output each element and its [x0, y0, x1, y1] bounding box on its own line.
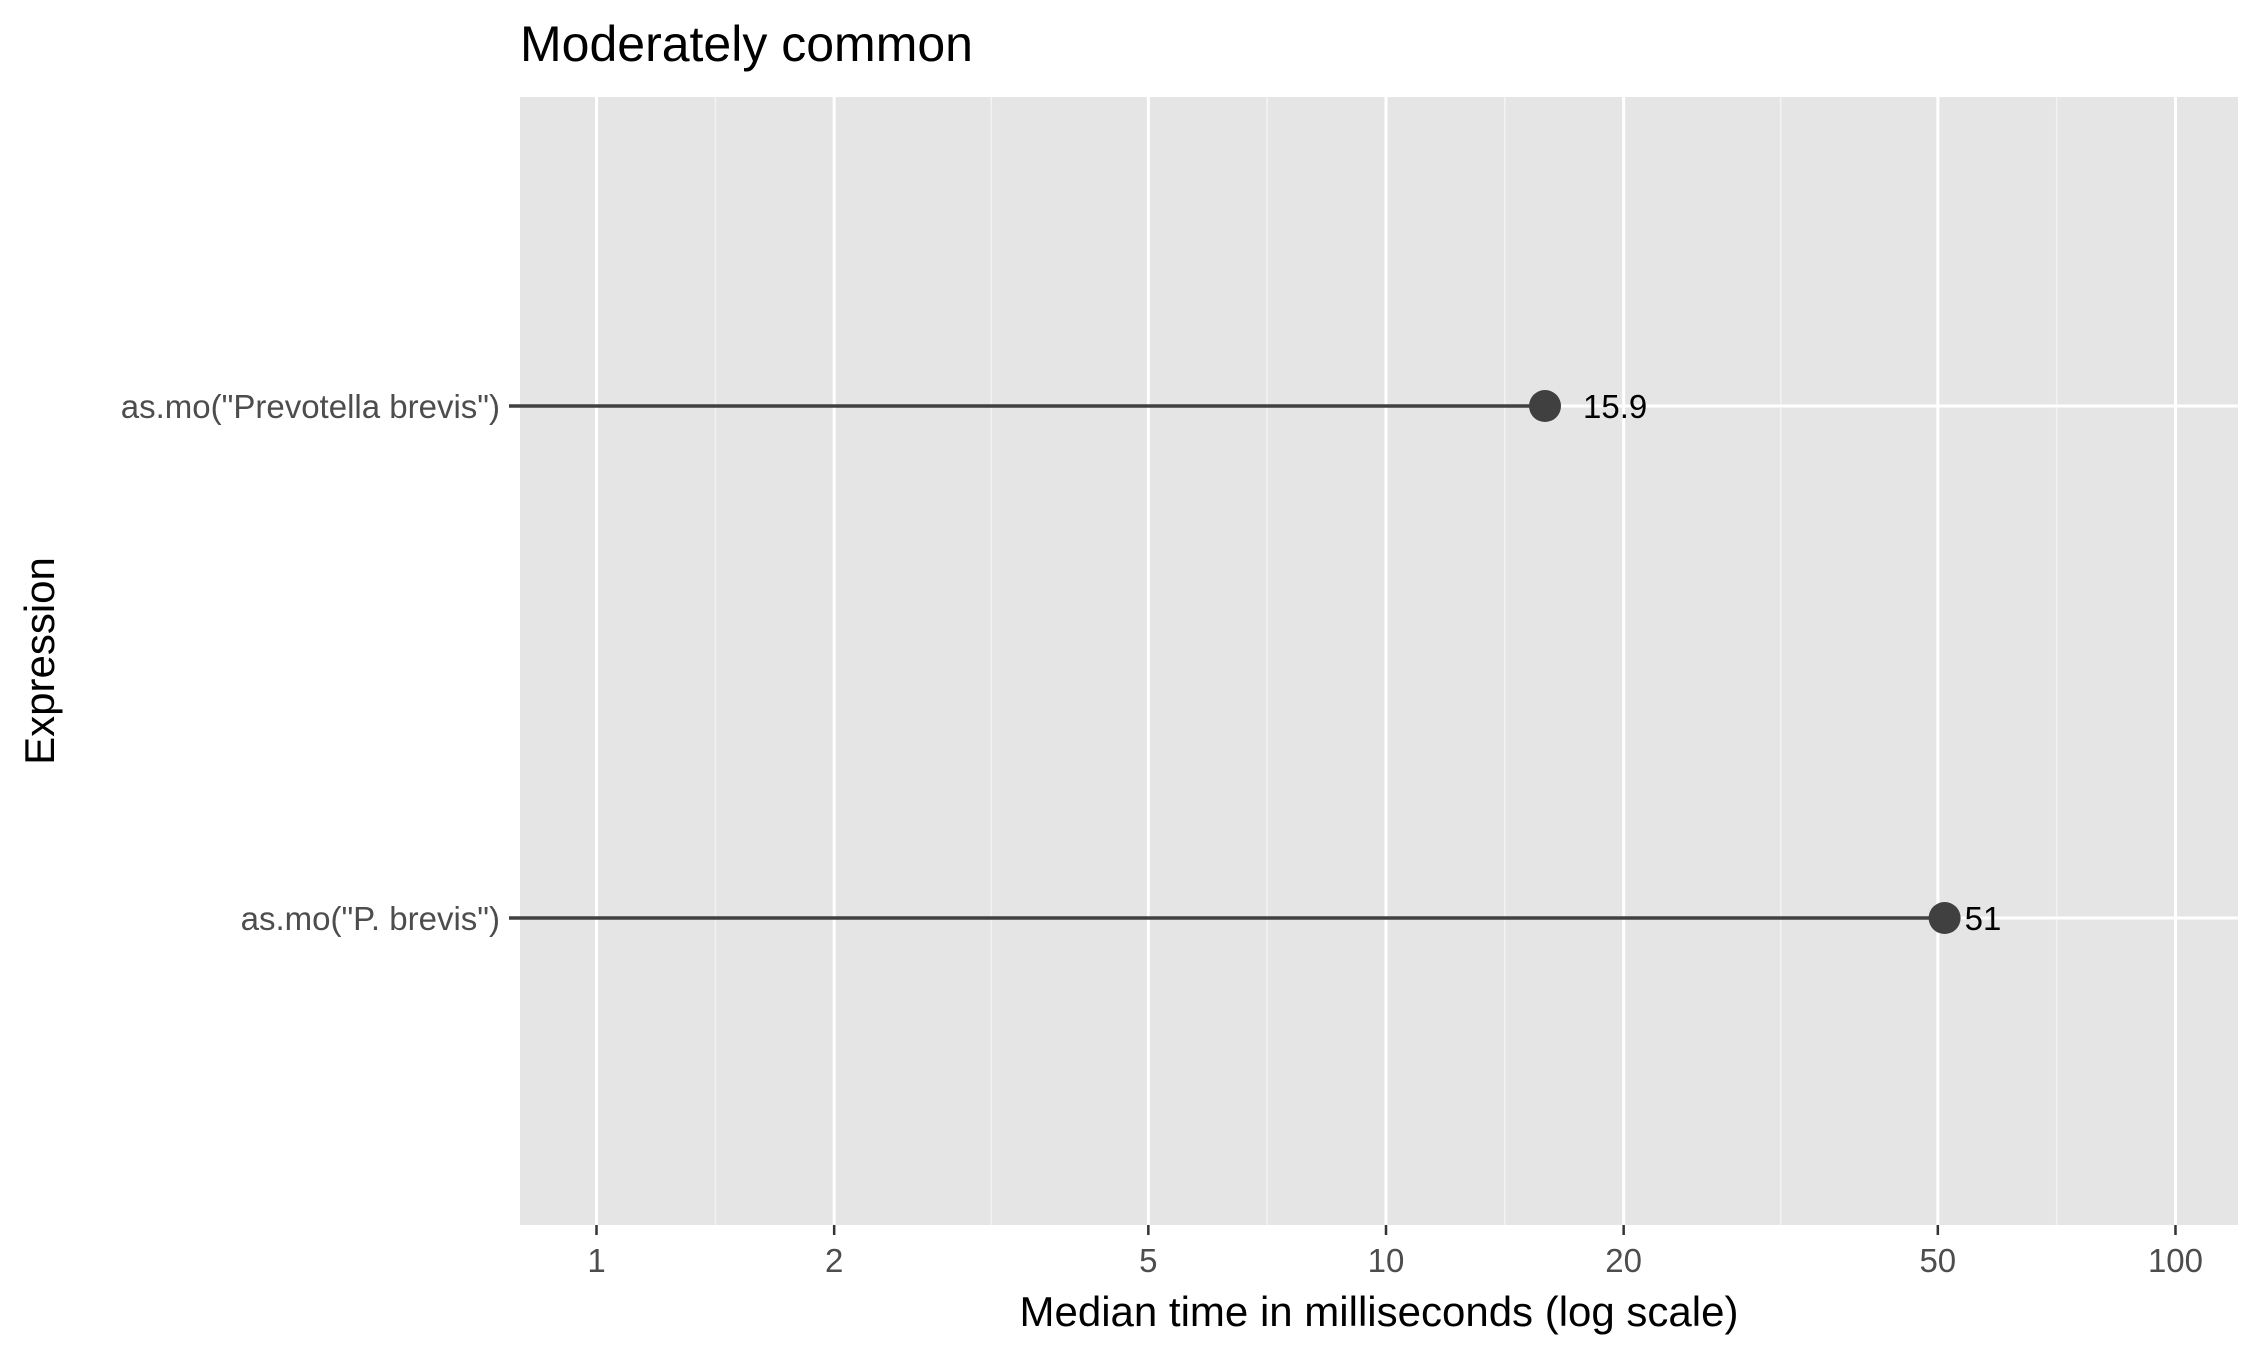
marks-layer: 15.9 51 — [509, 388, 2001, 937]
x-tick-label: 10 — [1368, 1242, 1405, 1279]
value-label: 15.9 — [1583, 388, 1647, 425]
axis-layer: 1 2 5 10 20 50 100 as.mo("Prevotella brevis") as… — [121, 388, 2203, 1279]
y-category-label: as.mo("P. brevis") — [241, 900, 500, 937]
y-category-label: as.mo("Prevotella brevis") — [121, 388, 500, 425]
plot-panel — [520, 97, 2238, 1225]
x-axis-title: Median time in milliseconds (log scale) — [1020, 1288, 1739, 1335]
x-tick-label: 1 — [587, 1242, 605, 1279]
chart-title: Moderately common — [520, 16, 973, 72]
x-tick-label: 50 — [1919, 1242, 1956, 1279]
x-tick-label: 5 — [1139, 1242, 1157, 1279]
x-tick-label: 100 — [2148, 1242, 2203, 1279]
lollipop-point — [1528, 390, 1561, 422]
y-axis-title: Expression — [16, 557, 63, 765]
x-tick-label: 20 — [1605, 1242, 1642, 1279]
value-label: 51 — [1965, 900, 2002, 937]
lollipop-point — [1928, 902, 1961, 934]
x-tick-label: 2 — [825, 1242, 843, 1279]
